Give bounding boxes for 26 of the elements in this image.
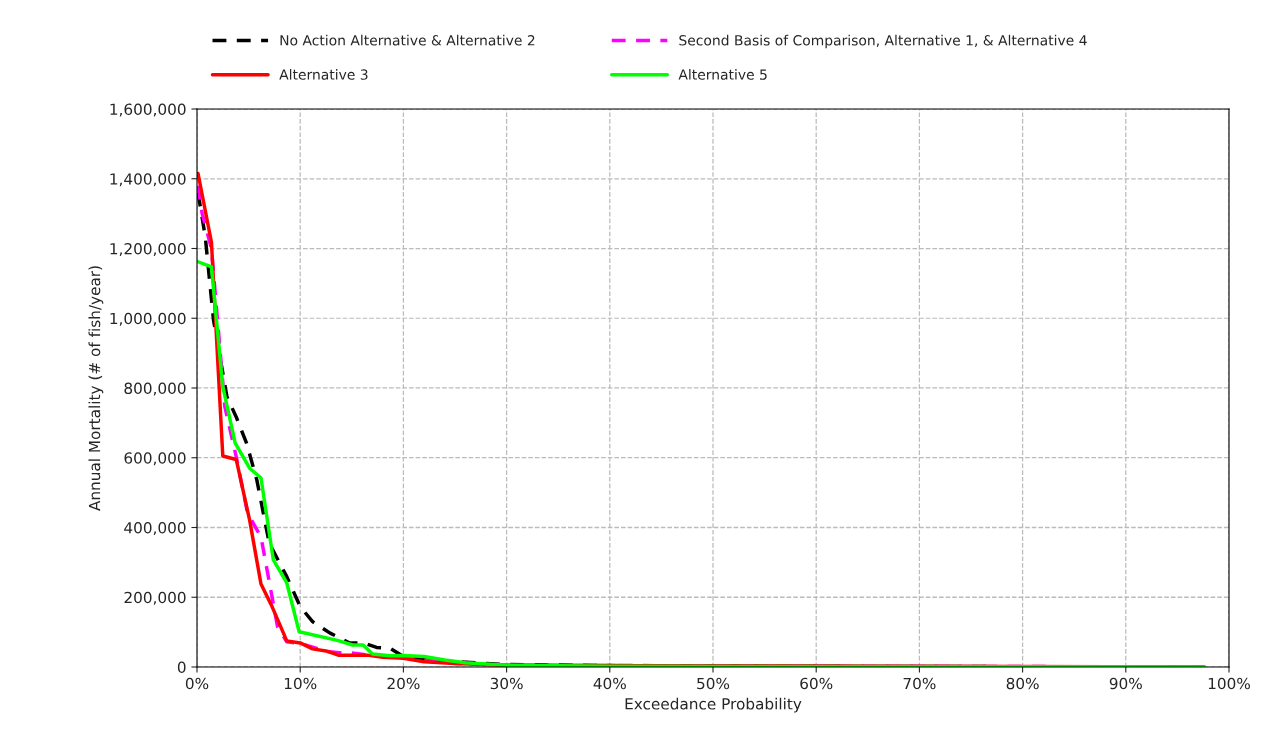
x-tick-label: 10% xyxy=(284,677,317,690)
y-tick-label: 1,600,000 xyxy=(110,103,186,117)
y-tick-label: 600,000 xyxy=(124,452,186,466)
legend-label: Second Basis of Comparison, Alternative 1, & Alternative 4 xyxy=(679,34,1087,49)
x-tick-label: 100% xyxy=(1208,677,1250,690)
y-tick-label: 0 xyxy=(177,661,186,674)
x-tick-label: 50% xyxy=(697,677,730,690)
legend-label: Alternative 3 xyxy=(279,69,368,80)
x-tick-label: 80% xyxy=(1006,677,1039,690)
y-tick-label: 200,000 xyxy=(124,591,186,605)
x-tick-label: 60% xyxy=(800,677,833,690)
y-tick-label: 1,000,000 xyxy=(110,312,186,326)
y-tick-label: 400,000 xyxy=(124,521,186,536)
x-tick-label: 0% xyxy=(185,677,209,690)
legend-label: No Action Alternative & Alternative 2 xyxy=(280,34,535,46)
y-axis-title: Annual Mortality (# of fish/year) xyxy=(88,266,104,511)
y-tick-label: 800,000 xyxy=(124,382,186,396)
x-tick-label: 90% xyxy=(1109,677,1142,690)
x-tick-label: 40% xyxy=(593,677,626,690)
y-tick-label: 1,200,000 xyxy=(110,242,186,257)
y-tick-label: 1,400,000 xyxy=(110,173,186,187)
x-tick-label: 20% xyxy=(387,677,420,690)
legend-label: Alternative 5 xyxy=(678,69,767,80)
x-tick-label: 70% xyxy=(903,677,936,690)
x-tick-label: 30% xyxy=(490,677,523,690)
x-axis-title: Exceedance Probability xyxy=(625,697,802,713)
